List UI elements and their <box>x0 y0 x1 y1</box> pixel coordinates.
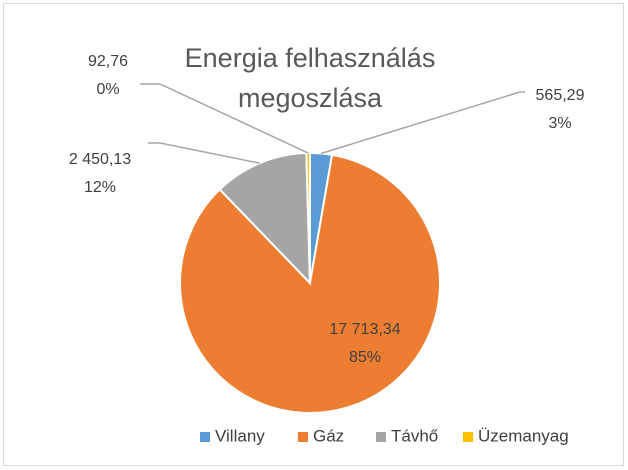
legend-marker <box>463 432 473 442</box>
legend-label: Gáz <box>313 426 344 445</box>
pie-slice <box>218 152 312 286</box>
data-label: 92,76 <box>88 53 128 70</box>
data-label: 0% <box>96 81 119 98</box>
data-label: 2 450,13 <box>69 151 131 168</box>
chart-title: Energia felhasználás megoszlása <box>184 43 436 113</box>
legend-label: Üzemanyag <box>478 426 569 445</box>
legend-marker <box>376 432 386 442</box>
pie-slice <box>305 151 311 284</box>
data-label: 12% <box>84 179 116 196</box>
data-label: 85% <box>349 349 381 366</box>
leader-line <box>320 91 525 155</box>
legend-marker <box>200 432 210 442</box>
data-label: 3% <box>548 115 571 132</box>
data-label: 17 713,34 <box>329 321 400 338</box>
data-label: 565,29 <box>536 87 585 104</box>
legend-label: Villany <box>215 426 265 445</box>
leader-line <box>148 142 260 164</box>
legend-label: Távhő <box>391 426 438 445</box>
leader-line <box>140 83 309 154</box>
legend-marker <box>298 432 308 442</box>
